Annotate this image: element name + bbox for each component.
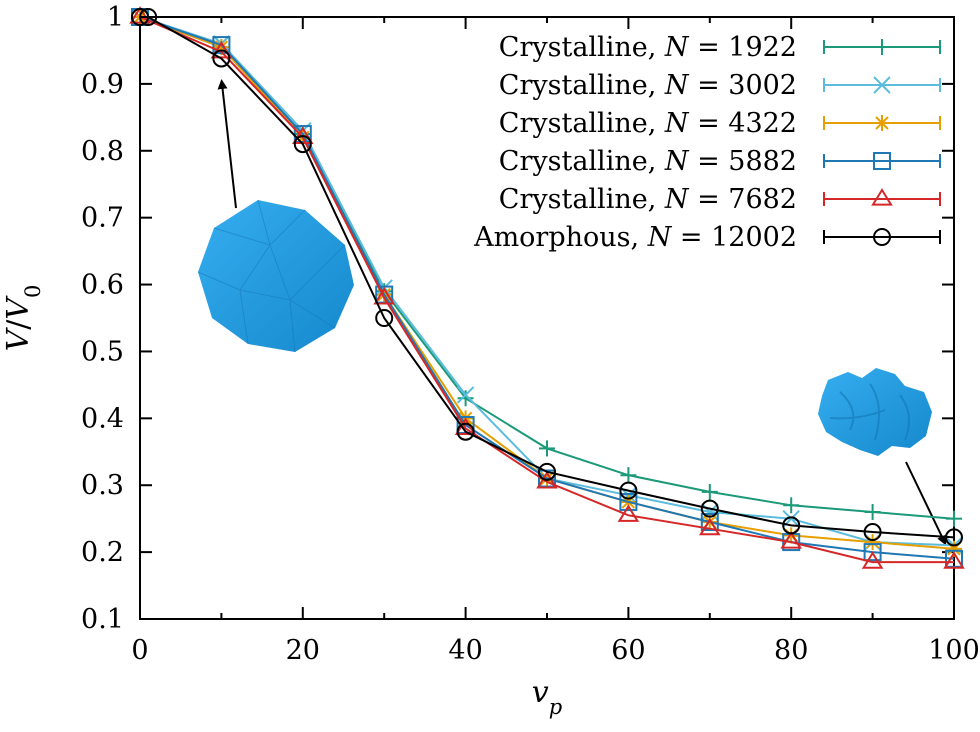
data-point-plus (783, 497, 800, 514)
series-line (140, 16, 955, 539)
legend-entry: Crystalline, N = 3002 (499, 70, 941, 101)
data-point-circle (131, 8, 149, 26)
x-axis-label: vp (532, 675, 562, 719)
legend-label: Crystalline, N = 5882 (499, 146, 797, 177)
data-point-plus (874, 39, 890, 55)
x-tick-labels: 0 20 40 60 80 100 (131, 635, 979, 666)
series-line (139, 16, 955, 560)
y-tick-label: 0.6 (81, 270, 124, 301)
legend-entry: Crystalline, N = 4322 (499, 108, 941, 139)
data-point-square (863, 543, 882, 562)
y-axis-label: V/V0 (1, 285, 45, 352)
legend-label: Amorphous, N = 12002 (473, 222, 797, 253)
legend: Crystalline, N = 1922 Crystalline, N = 30… (473, 32, 941, 253)
data-point-circle (945, 528, 963, 547)
y-tick-label: 0.9 (81, 69, 124, 100)
data-point-plus (946, 510, 962, 527)
data-point-circle (863, 523, 882, 542)
crystalline-particle-image (197, 199, 354, 353)
amorphous-particle-image (818, 368, 932, 456)
legend-label: Crystalline, N = 1922 (499, 32, 797, 63)
data-point-circle (456, 422, 475, 441)
legend-entry: Crystalline, N = 1922 (499, 32, 941, 63)
y-tick-label: 0.7 (81, 203, 124, 234)
series-line (139, 16, 954, 564)
y-tick-label: 0.5 (81, 336, 124, 367)
series-12002 (131, 8, 963, 547)
data-point-circle (139, 8, 158, 26)
x-tick-label: 80 (774, 635, 808, 666)
x-tick-label: 40 (448, 635, 482, 666)
data-point-circle (700, 499, 719, 518)
data-point-triangle (617, 504, 640, 522)
data-point-x (456, 386, 475, 404)
legend-label: Crystalline, N = 7682 (499, 184, 797, 215)
data-point-star (874, 115, 890, 131)
data-point-triangle (373, 287, 395, 305)
y-tick-label: 0.4 (81, 403, 124, 434)
y-tick-label: 0.3 (81, 470, 124, 501)
legend-label: Crystalline, N = 4322 (499, 108, 797, 139)
y-tick-label: 0.8 (81, 136, 124, 167)
x-tick-label: 0 (131, 635, 148, 666)
data-point-plus (457, 390, 474, 407)
x-tick-label: 60 (611, 635, 645, 666)
y-tick-label: 0.2 (81, 537, 124, 568)
data-point-square (700, 513, 719, 532)
series-layer (129, 6, 965, 569)
data-point-circle (873, 228, 891, 246)
data-point-square (619, 492, 638, 511)
data-point-circle (538, 462, 556, 481)
legend-entry: Crystalline, N = 5882 (499, 146, 941, 177)
data-point-circle (619, 481, 638, 500)
y-tick-label: 0.1 (81, 604, 124, 635)
data-point-triangle (129, 6, 151, 24)
data-point-x (873, 76, 891, 94)
legend-label: Crystalline, N = 3002 (499, 70, 797, 101)
amorphous-arrow (905, 461, 947, 546)
data-point-plus (864, 503, 881, 520)
data-point-triangle (780, 531, 802, 549)
crystalline-arrow (217, 79, 237, 209)
data-point-plus (539, 440, 555, 457)
data-point-circle (375, 309, 394, 327)
data-point-square (873, 152, 891, 170)
x-tick-label: 20 (286, 635, 320, 666)
y-tick-label: 1 (107, 2, 124, 33)
data-point-circle (293, 135, 312, 154)
data-point-triangle (536, 470, 558, 489)
data-point-plus (701, 483, 718, 500)
legend-entry: Crystalline, N = 7682 (499, 184, 941, 215)
x-tick-label: 100 (928, 635, 980, 666)
data-point-triangle (699, 517, 721, 536)
data-point-plus (620, 467, 637, 484)
data-point-circle (212, 49, 231, 68)
data-point-triangle (871, 188, 893, 206)
data-point-circle (782, 516, 801, 535)
y-tick-labels: 0.1 0.2 0.3 0.4 0.5 0.6 0.7 0.8 0.9 1 (81, 2, 124, 635)
data-point-triangle (861, 551, 884, 569)
legend-entry: Amorphous, N = 12002 (473, 222, 941, 253)
data-point-triangle (943, 551, 965, 569)
